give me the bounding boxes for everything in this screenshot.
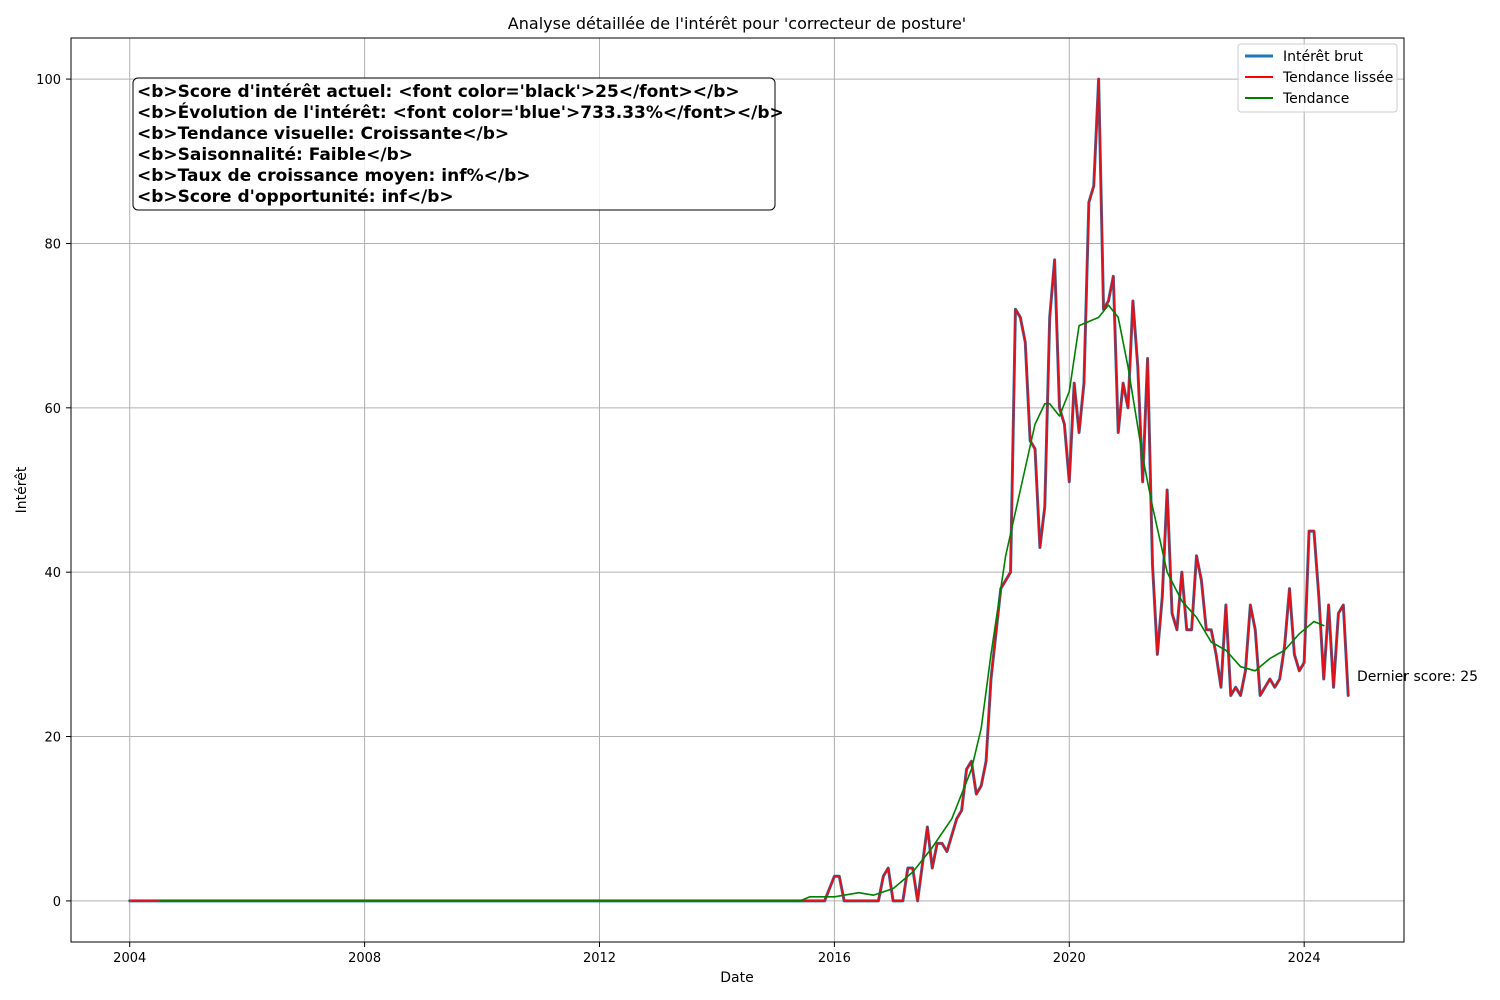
axis-ticks: 2004 2008 2012 2016 2020 2024 0 20 40 60 80 100 [36,73,1321,966]
series-line-smoothed-trend [128,78,1350,902]
legend-label-trend: Tendance [1282,91,1349,107]
y-tick-label: 40 [44,566,61,581]
stats-box: <b>Score d'intérêt actuel: <font color='… [132,77,784,211]
legend-label-smooth: Tendance lissée [1282,70,1393,86]
x-tick-label: 2020 [1053,951,1086,966]
legend-frame [1237,43,1398,113]
legend-label-raw: Intérêt brut [1283,49,1364,65]
stats-line-opportunity: <b>Score d'opportunité: inf</b> [137,187,454,207]
stats-line-visual-trend: <b>Tendance visuelle: Croissante</b> [137,124,509,144]
stats-line-evolution: <b>Évolution de l'intérêt: <font color='… [137,101,784,123]
y-tick-label: 100 [36,73,61,88]
x-tick-label: 2004 [113,951,146,966]
last-score-annotation: Dernier score: 25 [1357,669,1478,685]
x-tick-label: 2024 [1288,951,1321,966]
stats-box-frame [132,77,776,211]
stats-line-score: <b>Score d'intérêt actuel: <font color='… [137,82,740,102]
x-axis-label: Date [720,970,753,986]
stats-line-seasonality: <b>Saisonnalité: Faible</b> [137,145,413,165]
y-tick-label: 0 [53,895,61,910]
y-tick-label: 80 [44,237,61,252]
legend: Intérêt brut Tendance lissée Tendance [1237,43,1398,113]
x-tick-label: 2012 [583,951,616,966]
y-axis-label: Intérêt [14,466,30,513]
y-tick-label: 20 [44,731,61,746]
x-tick-label: 2016 [818,951,851,966]
stats-line-growth-rate: <b>Taux de croissance moyen: inf%</b> [137,166,531,186]
y-tick-label: 60 [44,402,61,417]
plot-frame [70,37,1405,943]
series-line-trend [158,304,1325,902]
series-layer [128,77,1350,903]
chart-title: Analyse détaillée de l'intérêt pour 'cor… [508,14,966,33]
x-tick-label: 2008 [348,951,381,966]
